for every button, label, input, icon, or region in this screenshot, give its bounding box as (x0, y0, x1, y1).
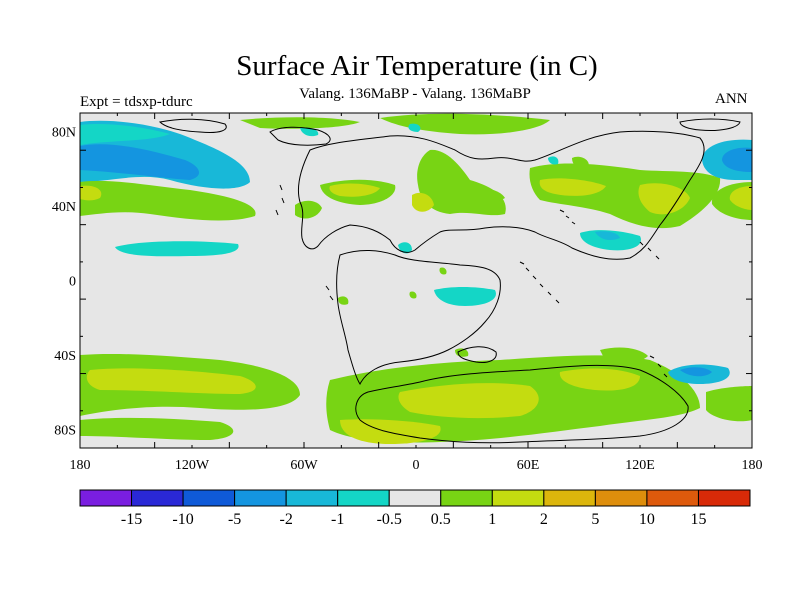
colorbar-box (388, 489, 442, 507)
anomaly-region (548, 156, 559, 165)
experiment-label: Expt = tdsxp-tdurc (80, 94, 193, 110)
anomaly-region (680, 367, 712, 377)
colorbar-box (594, 489, 648, 507)
anomaly-region (380, 113, 550, 135)
coastline (336, 250, 501, 385)
anomaly-region (600, 347, 648, 363)
lat-label: 40S (54, 349, 76, 364)
lon-label: 120W (175, 458, 210, 473)
anomaly-region (240, 117, 360, 129)
period-label: ANN (715, 91, 748, 107)
anomaly-region (80, 124, 170, 145)
anomaly-region (412, 192, 434, 212)
anomaly-region (86, 368, 256, 394)
colorbar-box (131, 489, 184, 507)
colorbar-box (491, 489, 545, 507)
colorbar-box (79, 489, 133, 507)
colorbar-box (182, 489, 236, 507)
colorbar-label: -5 (228, 511, 241, 528)
coastline (158, 118, 227, 133)
anomaly-region (338, 296, 349, 305)
anomaly-region (398, 383, 539, 419)
anomaly-region (638, 183, 690, 215)
anomaly-shading (80, 113, 752, 444)
anomaly-region (409, 291, 417, 299)
colorbar-label: 2 (540, 511, 548, 528)
anomaly-region (706, 386, 752, 422)
coastline (457, 346, 497, 363)
lat-label: 80N (52, 126, 76, 141)
colorbar-box (543, 489, 596, 507)
anomaly-region (80, 185, 102, 201)
coastline (559, 209, 660, 260)
colorbar-box (285, 489, 339, 507)
coastline (355, 364, 689, 444)
anomaly-region (398, 242, 412, 254)
colorbar-box (646, 489, 699, 507)
colorbar-label: -2 (279, 511, 292, 528)
anomaly-region (80, 144, 200, 180)
anomaly-region (611, 194, 628, 208)
colorbar-label: 5 (591, 511, 599, 528)
coastline (519, 261, 560, 304)
map-frame: 80N 40N 0 40S 80S 180 120W 60W 0 60E 120E 180 (52, 112, 763, 473)
plot-title: Surface Air Temperature (in C) (236, 50, 598, 82)
coastline (679, 118, 741, 131)
lat-label: 80S (54, 423, 76, 438)
anomaly-region (439, 267, 447, 275)
anomaly-region (434, 287, 496, 306)
anomaly-region (340, 419, 441, 444)
coastline (297, 130, 705, 260)
colorbar: -15 -10 -5 -2 -1 -0.5 0.5 1 2 5 10 15 (79, 489, 751, 528)
lon-label: 60E (517, 458, 540, 473)
anomaly-region (470, 188, 505, 203)
colorbar-box (440, 489, 493, 507)
colorbar-label: -15 (121, 511, 142, 528)
plot-subtitle: Valang. 136MaBP - Valang. 136MaBP (299, 86, 531, 102)
anomaly-region (572, 156, 589, 170)
coastline (275, 184, 334, 301)
anomaly-region (559, 368, 640, 391)
anomaly-region (722, 147, 752, 172)
colorbar-box (337, 489, 390, 507)
lat-label: 40N (52, 200, 76, 215)
colorbar-box (697, 489, 751, 507)
anomaly-region (595, 231, 620, 240)
lon-label: 60W (290, 458, 318, 473)
colorbar-label: -1 (331, 511, 344, 528)
lat-label: 0 (69, 275, 76, 290)
anomaly-region (115, 241, 239, 257)
colorbar-label: -10 (172, 511, 193, 528)
anomaly-region (80, 180, 256, 221)
lon-label: 120E (625, 458, 655, 473)
anomaly-region (580, 230, 641, 251)
anomaly-region (408, 123, 421, 132)
anomaly-region (80, 417, 234, 440)
coastline (269, 126, 331, 146)
colorbar-label: 15 (690, 511, 706, 528)
anomaly-region (729, 186, 752, 210)
anomaly-region (300, 127, 319, 137)
anomaly-region (329, 183, 380, 197)
coastlines (158, 118, 741, 444)
colorbar-label: 1 (488, 511, 496, 528)
lon-label: 0 (413, 458, 420, 473)
anomaly-region (539, 178, 606, 196)
colorbar-label: -0.5 (377, 511, 402, 528)
coastline (649, 355, 668, 378)
colorbar-label: 0.5 (431, 511, 451, 528)
colorbar-box (234, 489, 287, 507)
lon-label: 180 (742, 458, 763, 473)
lon-label: 180 (70, 458, 91, 473)
colorbar-label: 10 (639, 511, 655, 528)
